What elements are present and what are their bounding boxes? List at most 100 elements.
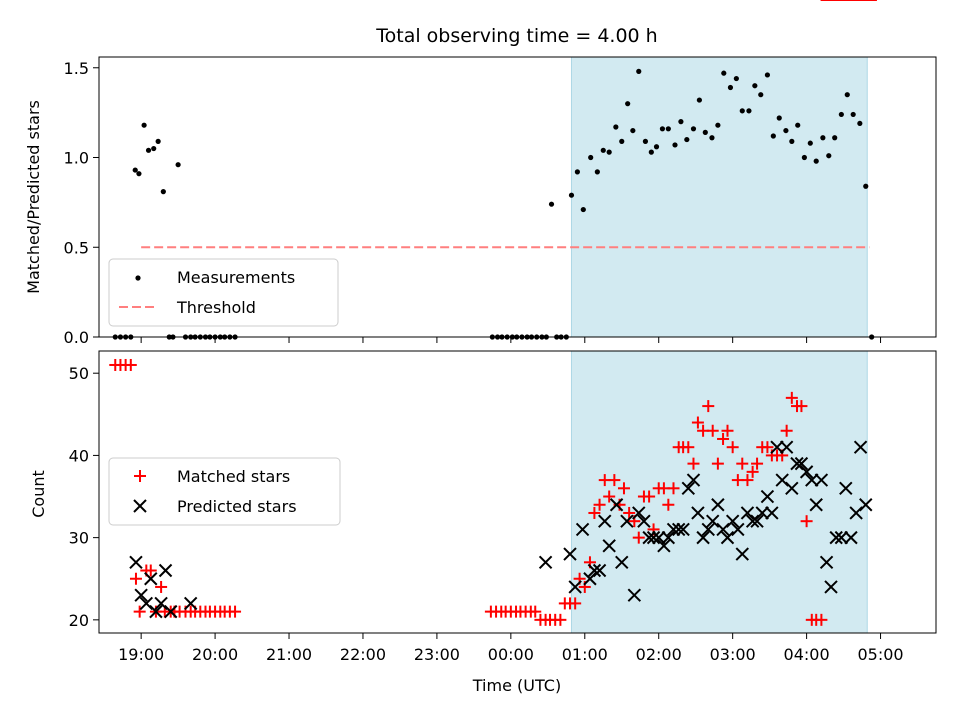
predicted-star-point [568,580,582,594]
matched-star-point [691,416,704,429]
matched-star-point [706,424,719,437]
measurement-point [648,149,654,155]
measurement-point [625,101,631,107]
predicted-star-point [853,440,868,454]
predicted-star-point [183,596,198,611]
matched-star-point [529,605,542,618]
y-tick-label: 1.5 [64,59,89,78]
measurement-point [739,108,745,114]
predicted-star-point [602,539,616,553]
predicted-star-point [839,481,853,496]
measurement-point [764,72,771,78]
chart-title: Total observing time = 4.00 h [375,25,657,47]
predicted-star-point [805,473,819,487]
x-tick-label: 05:00 [857,645,903,664]
measurement-point [642,138,649,144]
matched-star-point [795,400,808,413]
predicted-star-point [750,514,764,528]
y-tick-label: 40 [69,446,89,465]
predicted-star-point [587,563,602,578]
x-tick-label: 03:00 [710,645,756,664]
matched-star-point [682,441,695,454]
observing-window-shade [570,350,868,634]
measurement-point [613,124,619,130]
measurement-point [733,75,739,82]
matched-star-point [632,531,645,544]
predicted-star-point [637,514,651,528]
predicted-star-point [671,522,686,537]
matched-star-point [726,441,739,454]
x-tick-label: 20:00 [192,645,238,664]
measurement-point [789,138,795,144]
predicted-star-point [814,473,829,487]
top-x-ticks [140,337,882,343]
predicted-star-point [760,489,775,504]
predicted-star-point [834,530,849,545]
measurement-point [636,68,642,74]
measurement-point [548,201,555,207]
matched-star-point [800,515,813,528]
top-legend-box [108,258,339,327]
matched-star-point [667,482,680,495]
x-tick-label: 04:00 [784,645,830,664]
matched-star-point [746,465,759,478]
measurement-point [160,189,166,195]
predicted-star-point [129,555,143,570]
legend-measurements-label: Measurements [177,268,295,287]
x-tick-label: 19:00 [118,645,164,664]
predicted-star-point [149,604,163,619]
predicted-star-point [731,522,745,537]
predicted-star-point [720,530,735,545]
measurement-point [696,97,702,103]
predicted-star-point [735,547,749,561]
predicted-star-point [620,514,634,528]
x-tick-label: 21:00 [266,645,312,664]
measurement-point [151,145,157,152]
matched-star-point [623,506,636,519]
measurement-point [820,135,826,141]
x-tick-label: 22:00 [340,645,386,664]
measurement-point [832,135,838,141]
predicted-star-point [799,465,814,479]
predicted-star-point [575,522,590,537]
matched-star-point [124,358,137,371]
predicted-star-point [615,555,629,570]
matched-star-point [643,490,656,503]
predicted-star-point [809,498,823,512]
measurement-point [672,142,678,148]
matched-star-point [702,400,715,413]
measurement-point [813,158,819,164]
measurement-point [606,149,612,155]
matched-star-point [785,391,798,404]
predicted-star-point [666,522,681,537]
top-plot-frame [98,56,937,338]
predicted-star-point [779,440,794,454]
measurement-point [727,84,734,91]
measurement-point [826,153,832,159]
measurement-point [795,122,801,128]
matched-star-point [780,424,793,437]
measurement-point [653,144,660,150]
bottom-plot-frame [98,350,937,634]
legend-matched-marker [134,470,146,482]
matched-star-point [554,613,567,626]
predicted-star-point [164,604,178,619]
predicted-star-point [725,514,740,528]
legend-matched-label: Matched stars [177,467,290,486]
x-tick-label: 02:00 [636,645,682,664]
measurement-point [758,92,764,98]
measurement-point [580,206,586,213]
bottom-y-axis-label: Count [29,470,48,518]
predicted-star-point [563,547,577,561]
y-tick-label: 0.0 [64,328,89,347]
measurement-point [175,162,181,168]
predicted-star-point [711,498,725,512]
matched-star-point [741,474,754,487]
measurement-point [807,140,813,146]
x-axis-label: Time (UTC) [472,676,561,695]
measurement-point [600,147,606,153]
predicted-star-point [598,514,612,528]
y-tick-label: 0.5 [64,238,89,257]
predicted-star-point [824,580,838,594]
